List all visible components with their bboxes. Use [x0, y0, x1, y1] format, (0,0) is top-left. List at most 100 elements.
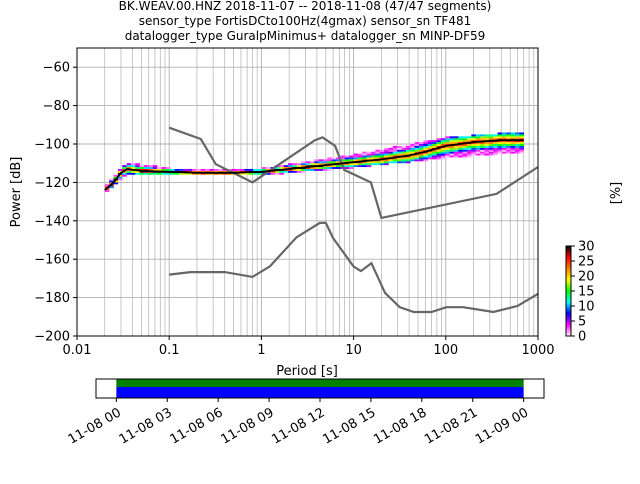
coverage-band-top	[116, 379, 524, 387]
density-cell	[510, 151, 516, 154]
density-cell	[510, 144, 516, 146]
density-cell	[322, 161, 328, 164]
density-cell	[449, 155, 455, 158]
density-cell	[104, 190, 110, 192]
density-cell	[453, 140, 459, 143]
density-cell	[471, 142, 477, 144]
colorbar-tick-label: 10	[578, 300, 595, 315]
density-cell	[309, 163, 315, 166]
density-cell	[445, 136, 450, 139]
density-cell	[240, 172, 245, 175]
density-cell	[244, 168, 250, 171]
density-cell	[362, 155, 367, 158]
density-cell	[135, 163, 140, 166]
density-cell	[318, 167, 324, 169]
density-cell	[305, 163, 311, 166]
density-cell	[178, 168, 184, 171]
density-cell	[362, 161, 367, 164]
density-cell	[458, 136, 463, 139]
density-cell	[384, 155, 389, 158]
x-tick-label: 0.01	[63, 343, 92, 358]
density-cell	[427, 151, 433, 154]
x-ticks: 0.01 0.1 1 10 100 1000	[63, 336, 555, 358]
y-tick-label: −200	[34, 330, 70, 345]
density-cell	[392, 147, 398, 150]
density-cell	[401, 151, 407, 154]
density-cell	[488, 153, 494, 156]
timeline-tick-label: 11-08 09	[219, 405, 277, 447]
density-cell	[449, 138, 455, 141]
density-cell	[410, 149, 415, 152]
density-cell	[200, 172, 206, 175]
timeline-tick-label: 11-08 06	[168, 405, 226, 447]
density-cell	[349, 163, 354, 166]
density-cell	[384, 151, 389, 154]
density-cell	[449, 153, 455, 156]
density-cell	[497, 134, 503, 137]
density-cell	[449, 142, 455, 144]
density-cell	[414, 145, 420, 148]
density-cell	[401, 145, 407, 148]
density-cell	[340, 157, 346, 160]
density-cell	[392, 151, 398, 154]
density-cell	[375, 157, 380, 160]
colorbar-tick-label: 30	[578, 240, 595, 255]
density-cell	[414, 151, 420, 154]
density-cell	[414, 142, 420, 144]
density-cell	[493, 138, 498, 141]
density-cell	[418, 159, 424, 162]
x-tick-label: 100	[433, 343, 458, 358]
density-cell	[209, 172, 215, 175]
density-cell	[493, 142, 498, 144]
density-cell	[449, 140, 455, 143]
noise-model-line	[169, 221, 539, 314]
density-cell	[148, 165, 154, 168]
density-cell	[183, 172, 188, 175]
density-cell	[414, 157, 420, 160]
density-cell	[301, 165, 306, 168]
density-cell	[458, 149, 463, 152]
density-cell	[130, 172, 136, 175]
density-cell	[283, 167, 289, 169]
density-cell	[152, 172, 158, 175]
density-cell	[322, 163, 328, 166]
title-line-2: sensor_type FortisDCto100Hz(4gmax) senso…	[139, 14, 471, 28]
density-cell	[480, 136, 485, 139]
density-cell	[462, 155, 468, 158]
density-cell	[248, 172, 254, 175]
density-cell	[427, 144, 433, 146]
density-cell	[226, 172, 232, 175]
density-cell	[379, 157, 385, 160]
density-cell	[423, 144, 429, 146]
density-cell	[157, 168, 162, 171]
density-cell	[453, 142, 459, 144]
density-cell	[109, 186, 114, 189]
density-cell	[353, 165, 359, 168]
density-cell	[126, 163, 132, 166]
density-cell	[322, 168, 328, 171]
density-cell	[200, 168, 206, 171]
density-cell	[462, 144, 468, 146]
density-cell	[344, 155, 350, 158]
density-cell	[366, 151, 372, 154]
density-cell	[514, 140, 520, 143]
density-cell	[488, 142, 494, 144]
density-cell	[314, 161, 319, 164]
density-cell	[497, 145, 503, 148]
density-cell	[401, 149, 407, 152]
density-cell	[288, 165, 293, 168]
density-cell	[410, 159, 415, 162]
density-cell	[192, 172, 197, 175]
density-cell	[497, 138, 503, 141]
density-cell	[475, 151, 481, 154]
density-cell	[279, 167, 284, 169]
mean-curve	[104, 139, 524, 191]
density-cell	[488, 134, 494, 137]
density-cell	[405, 159, 411, 162]
density-cell	[113, 174, 119, 177]
density-cell	[157, 167, 162, 169]
density-cell	[296, 165, 302, 168]
density-cell	[161, 168, 167, 171]
density-cell	[519, 132, 525, 135]
density-cell	[510, 147, 516, 150]
